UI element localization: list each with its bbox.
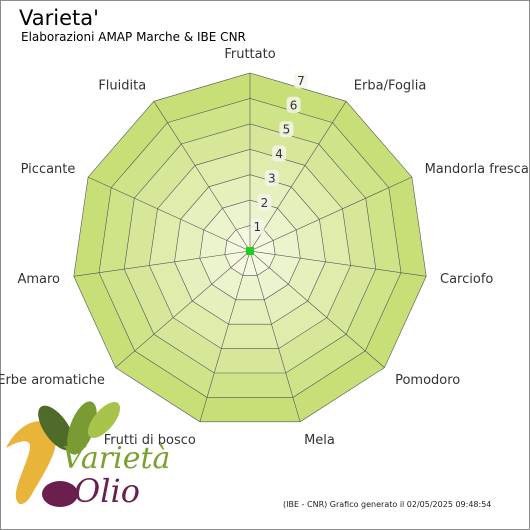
radar-axis-labels: Fruttato Erba/Foglia Mandorla fresca Carcio… <box>0 47 529 448</box>
tick-label-2: 2 <box>261 196 269 210</box>
tick-badge <box>293 72 308 89</box>
logo-leaf-left-icon <box>38 405 74 451</box>
page-title: Varieta' <box>19 6 99 30</box>
radar-spoke <box>115 250 251 368</box>
logo-text-olio: Olio <box>74 472 140 510</box>
radar-series <box>246 247 254 255</box>
radar-spoke <box>249 250 385 368</box>
radar-spoke <box>153 101 251 252</box>
tick-badge <box>279 121 294 138</box>
logo-swoosh-icon <box>6 421 57 505</box>
radar-spoke <box>249 250 427 277</box>
tick-label-5: 5 <box>283 123 291 137</box>
page-subtitle: Elaborazioni AMAP Marche & IBE CNR <box>21 30 246 44</box>
tick-badge <box>257 194 272 211</box>
tick-badge <box>286 96 301 113</box>
generated-timestamp: (IBE - CNR) Grafico generato il 02/05/20… <box>283 500 492 509</box>
axis-label-erba-foglia: Erba/Foglia <box>354 78 427 93</box>
tick-badge <box>250 218 265 235</box>
axis-label-piccante: Piccante <box>21 162 76 177</box>
radar-tick-labels: 12 3 45 6 7 <box>250 72 308 235</box>
radar-spoke <box>199 250 251 422</box>
tick-badge <box>272 145 287 162</box>
radar-spoke <box>249 176 413 252</box>
tick-badge <box>264 169 279 186</box>
axis-label-fluidita: Fluidita <box>98 78 146 93</box>
axis-label-carciofo: Carciofo <box>440 272 493 287</box>
radar-spokes <box>73 73 427 422</box>
radar-spoke <box>249 250 301 422</box>
tick-label-1: 1 <box>253 220 261 234</box>
axis-label-mandorla-fresca: Mandorla fresca <box>425 162 529 177</box>
variety-olio-logo: Varietà Olio <box>6 401 170 510</box>
logo-text-varieta: Varietà <box>62 441 170 476</box>
tick-label-4: 4 <box>275 147 283 161</box>
axis-label-frutti-di-bosco: Frutti di bosco <box>104 433 196 448</box>
radar-spoke <box>249 101 347 252</box>
axis-label-erbe-aromatiche: Erbe aromatiche <box>0 373 105 388</box>
logo-olive-icon <box>42 481 78 507</box>
tick-label-3: 3 <box>268 171 276 185</box>
axis-label-fruttato: Fruttato <box>224 47 275 62</box>
tick-label-7: 7 <box>297 74 305 88</box>
radar-spoke <box>87 176 251 252</box>
axis-label-amaro: Amaro <box>17 272 60 287</box>
radar-spoke <box>73 250 251 277</box>
radar-point-fluidita <box>246 247 254 255</box>
axis-label-pomodoro: Pomodoro <box>395 373 460 388</box>
tick-label-6: 6 <box>290 98 298 112</box>
axis-label-mela: Mela <box>304 433 335 448</box>
logo-leaf-mid-icon <box>67 401 97 455</box>
logo-leaf-right-icon <box>87 401 121 439</box>
